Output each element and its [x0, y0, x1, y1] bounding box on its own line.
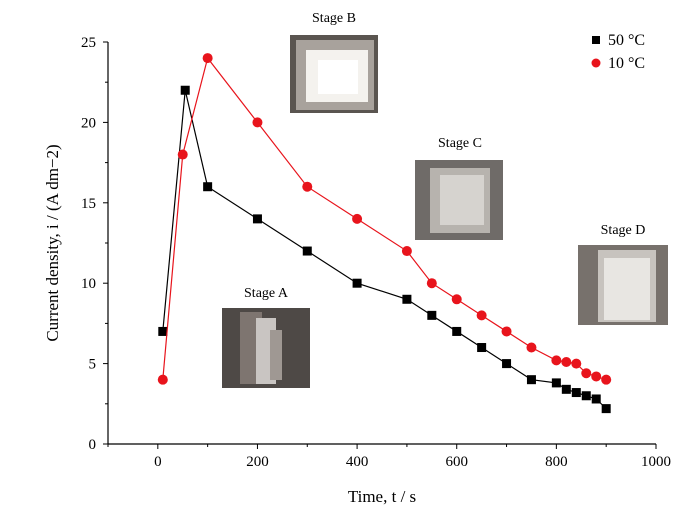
x-tick-label: 1000	[641, 454, 671, 470]
y-tick-label: 10	[81, 276, 96, 292]
data-point-circle	[451, 294, 462, 305]
stage-d-label: Stage D	[601, 223, 646, 238]
data-point-circle	[526, 342, 537, 353]
data-point-square	[427, 310, 437, 320]
data-point-square	[591, 394, 601, 404]
data-point-square	[571, 388, 581, 398]
data-point-circle	[352, 213, 363, 224]
x-ticks: 0 200 400 600 800 1000	[107, 444, 671, 470]
stage-c-label: Stage C	[438, 136, 482, 151]
data-point-circle	[202, 53, 213, 64]
data-point-circle	[601, 374, 612, 385]
y-axis-title: Current density, i / (A dm−2)	[43, 144, 62, 341]
data-point-square	[252, 214, 262, 224]
data-point-square	[551, 378, 561, 388]
data-point-circle	[302, 181, 313, 192]
x-tick-label: 200	[246, 454, 269, 470]
legend-label-50c: 50 °C	[608, 32, 645, 49]
stage-b-label: Stage B	[312, 11, 356, 26]
y-tick-label: 25	[81, 35, 96, 51]
data-point-circle	[551, 355, 562, 366]
stage-d-photo	[578, 245, 668, 325]
stage-c-photo	[415, 160, 503, 240]
y-tick-label: 20	[81, 115, 96, 131]
data-point-circle	[401, 246, 412, 257]
data-point-circle	[561, 356, 572, 367]
data-point-circle	[252, 117, 263, 128]
data-point-square	[477, 343, 487, 353]
x-tick-label: 600	[445, 454, 468, 470]
y-tick-label: 15	[81, 196, 96, 212]
data-point-circle	[157, 374, 168, 385]
data-point-square	[561, 384, 571, 394]
data-point-square	[402, 294, 412, 304]
data-point-square	[502, 359, 512, 369]
data-point-square	[180, 85, 190, 95]
data-point-circle	[501, 326, 512, 337]
series-layer	[157, 53, 612, 414]
data-point-square	[526, 375, 536, 385]
data-point-square	[581, 391, 591, 401]
legend-marker-50c	[592, 36, 600, 44]
data-point-square	[158, 326, 168, 336]
x-tick-label: 400	[346, 454, 369, 470]
x-tick-label: 0	[154, 454, 162, 470]
x-tick-label: 800	[545, 454, 568, 470]
stage-a-photo	[222, 308, 310, 388]
data-point-circle	[581, 368, 592, 379]
data-point-square	[352, 278, 362, 288]
y-tick-label: 5	[89, 357, 97, 373]
data-point-circle	[426, 278, 437, 289]
y-ticks: 0 5 10 15 20 25	[81, 35, 108, 453]
stage-a-label: Stage A	[244, 286, 289, 301]
data-point-circle	[177, 149, 188, 160]
data-point-circle	[571, 358, 582, 369]
y-tick-label: 0	[89, 437, 97, 453]
stage-b-photo	[290, 35, 378, 113]
data-point-square	[452, 326, 462, 336]
data-point-square	[203, 182, 213, 192]
data-point-circle	[476, 310, 487, 321]
x-axis-title: Time, t / s	[348, 487, 416, 506]
legend-marker-10c	[591, 58, 601, 68]
data-point-square	[601, 404, 611, 414]
legend: 50 °C 10 °C	[591, 32, 645, 72]
data-point-square	[302, 246, 312, 256]
legend-label-10c: 10 °C	[608, 55, 645, 72]
data-point-circle	[591, 371, 602, 382]
